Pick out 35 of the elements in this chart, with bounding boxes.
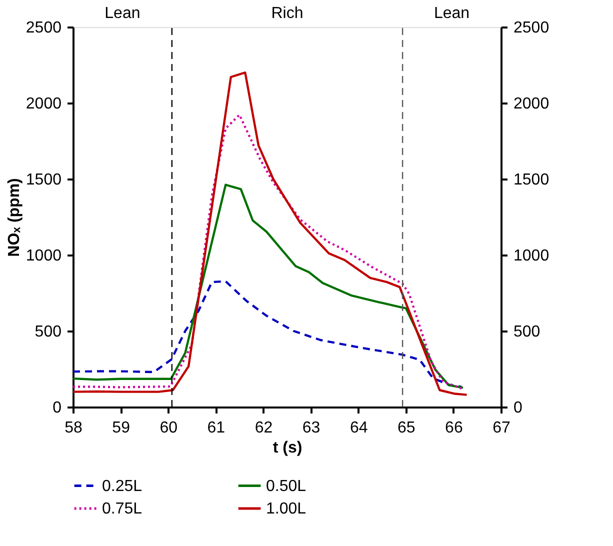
y-tick-label: 0 xyxy=(52,400,62,416)
y2-tick-label: 0 xyxy=(514,400,522,416)
x-tick-label: 66 xyxy=(445,420,463,436)
y2-tick-label: 500 xyxy=(514,324,540,340)
x-tick-label: 58 xyxy=(64,420,82,436)
y2-tick-label: 2000 xyxy=(514,96,550,112)
text: Rich xyxy=(271,5,304,22)
legend-label: 0.75L xyxy=(102,500,142,518)
y2-tick-label: 1000 xyxy=(514,248,550,264)
line-series xyxy=(72,114,463,390)
x-tick-label: 65 xyxy=(397,420,416,436)
line-series xyxy=(72,72,468,396)
y-tick-label: 2000 xyxy=(26,96,62,112)
y-tick-label: 1000 xyxy=(26,248,62,264)
y2-tick-label: 2500 xyxy=(514,20,550,36)
legend-label: 0.25L xyxy=(102,478,142,495)
x-tick-label: 61 xyxy=(207,420,226,436)
text: Lean xyxy=(434,5,470,22)
text: Lean xyxy=(104,5,140,22)
y-axis-title: NOₓ (ppm) xyxy=(6,178,23,257)
y-tick-label: 2500 xyxy=(26,20,62,36)
y2-tick-label: 1500 xyxy=(514,172,550,188)
x-tick-label: 59 xyxy=(112,420,130,436)
y-tick-label: 500 xyxy=(34,324,62,340)
line-series xyxy=(72,280,463,388)
x-axis-title: t (s) xyxy=(272,440,302,456)
legend-label: 0.50L xyxy=(266,478,306,495)
line-series xyxy=(72,184,464,389)
legend-label: 1.00L xyxy=(266,500,306,518)
x-tick-label: 62 xyxy=(254,420,273,436)
x-tick-label: 63 xyxy=(302,420,320,436)
x-tick-label: 64 xyxy=(350,420,368,436)
y-tick-label: 1500 xyxy=(26,172,62,188)
x-tick-label: 60 xyxy=(160,420,178,436)
x-tick-label: 67 xyxy=(492,420,510,436)
